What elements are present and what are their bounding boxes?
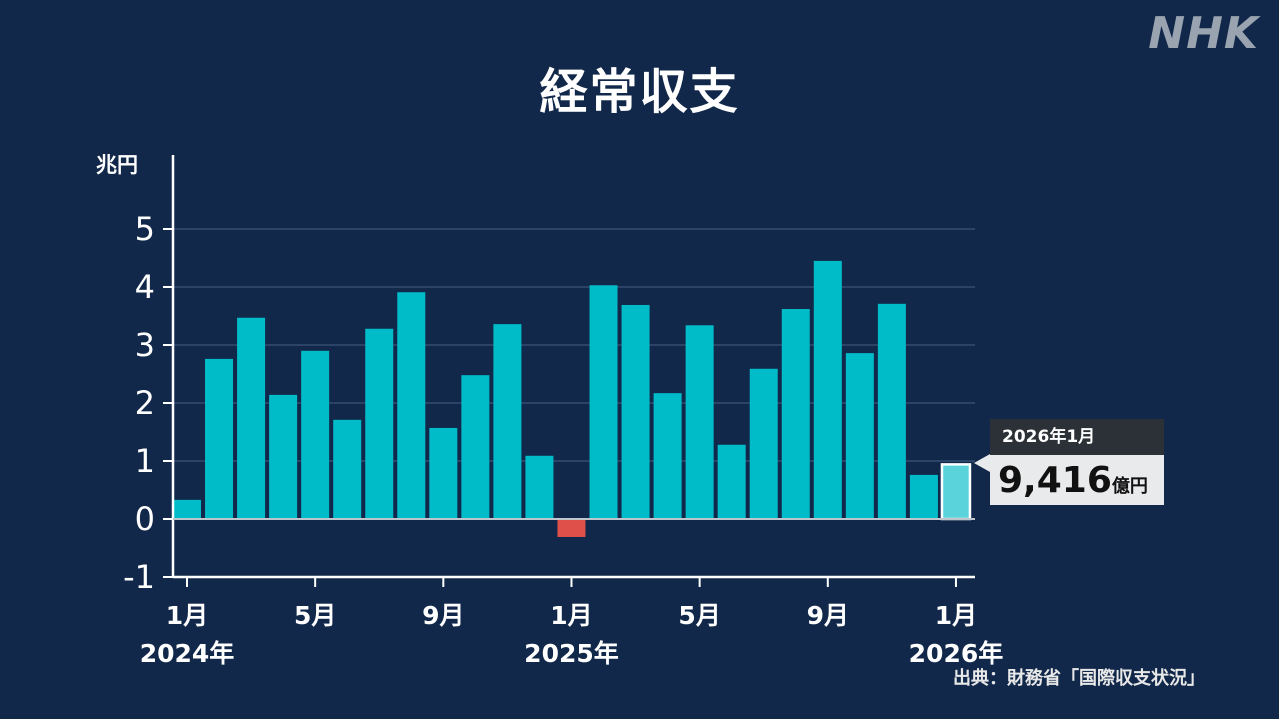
x-tick-label: 5月 — [294, 601, 336, 630]
y-axis-unit: 兆円 — [96, 153, 138, 177]
bar — [333, 419, 362, 519]
bar — [909, 474, 938, 519]
bar — [365, 328, 394, 519]
bar — [461, 375, 490, 519]
bar — [877, 303, 906, 519]
y-tick-label: 5 — [135, 210, 155, 248]
x-tick-label: 9月 — [807, 601, 849, 630]
y-tick-label: 4 — [135, 268, 155, 306]
bar-highlighted — [940, 463, 972, 521]
x-tick-label: 1月 — [550, 601, 592, 630]
x-tick-label: 5月 — [678, 601, 720, 630]
bar — [269, 394, 298, 519]
nhk-logo: NHK — [1148, 8, 1259, 59]
bar — [493, 324, 522, 519]
x-year-label: 2025年 — [524, 639, 619, 668]
bar — [557, 519, 586, 537]
bar — [653, 393, 682, 519]
x-tick-label: 1月 — [935, 601, 977, 630]
bar — [205, 358, 234, 519]
callout-unit: 億円 — [1111, 476, 1148, 497]
x-year-label: 2026年 — [909, 639, 1004, 668]
bar — [717, 444, 746, 519]
chart-title: 経常収支 — [539, 64, 740, 120]
bar — [845, 353, 874, 519]
bar — [429, 427, 458, 519]
y-tick-label: 0 — [135, 500, 155, 538]
bar — [589, 285, 618, 519]
callout-value: 9,416 — [998, 460, 1112, 501]
bar — [685, 325, 714, 519]
bar — [749, 368, 778, 519]
bar — [397, 292, 426, 519]
x-year-label: 2024年 — [140, 639, 235, 668]
bar — [237, 317, 266, 519]
x-tick-label: 1月 — [166, 601, 208, 630]
y-tick-label: -1 — [123, 558, 155, 596]
y-tick-label: 1 — [135, 442, 155, 480]
bar — [781, 309, 810, 519]
bar — [525, 455, 554, 519]
x-tick-label: 9月 — [422, 601, 464, 630]
bar — [173, 499, 201, 519]
source-note: 出典：財務省「国際収支状況」 — [953, 668, 1205, 689]
callout-pointer — [974, 454, 990, 472]
bar — [301, 350, 330, 519]
callout-period: 2026年1月 — [990, 419, 1164, 455]
bar — [621, 304, 650, 519]
y-tick-label: 3 — [135, 326, 155, 364]
value-callout: 2026年1月 9,416億円 — [990, 419, 1164, 505]
y-tick-label: 2 — [135, 384, 155, 422]
bar — [813, 260, 842, 519]
callout-body: 9,416億円 — [990, 455, 1164, 505]
